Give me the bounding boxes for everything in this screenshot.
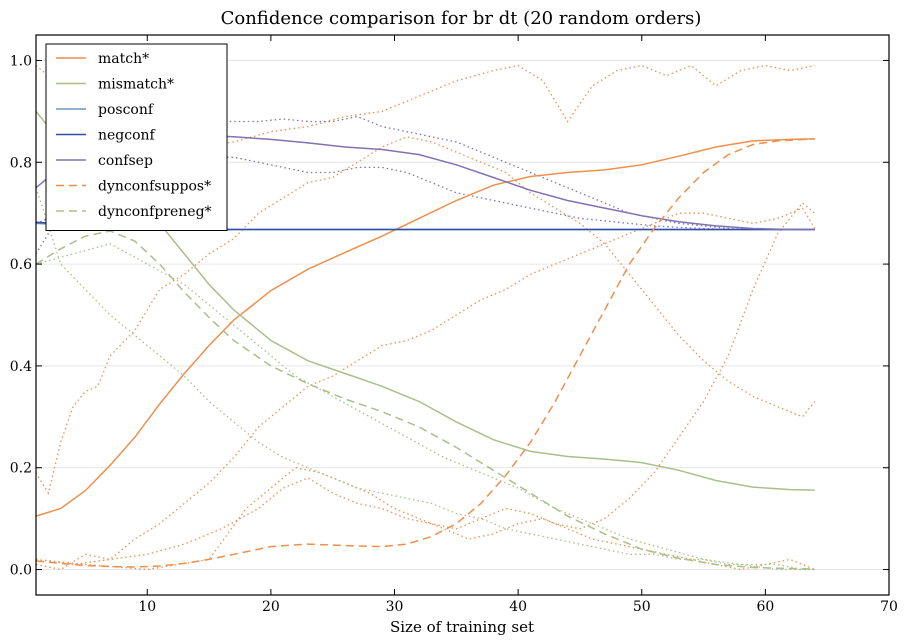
trace-line-dotted	[35, 187, 815, 571]
legend-label: confsep	[98, 153, 153, 169]
x-tick-label: 70	[880, 599, 898, 615]
legend-label: mismatch*	[98, 77, 174, 93]
trace-line-dotted	[35, 156, 815, 231]
chart-title: Confidence comparison for br dt (20 rand…	[221, 8, 702, 29]
x-tick-label: 30	[386, 599, 404, 615]
x-axis-label: Size of training set	[390, 618, 534, 636]
legend: match* mismatch* posconf negconf confsep dync…	[45, 43, 228, 231]
y-tick-label: 0.2	[10, 461, 32, 477]
y-tick-label: 0.6	[10, 257, 32, 273]
legend-label: negconf	[98, 128, 157, 144]
y-tick-label: 0.4	[10, 359, 32, 375]
legend-label: dynconfsuppos*	[98, 179, 211, 195]
y-tick-label: 0.0	[10, 563, 32, 579]
legend-label: posconf	[98, 102, 155, 118]
plot-frame	[35, 34, 890, 596]
x-tick-label: 40	[509, 599, 527, 615]
y-tick-label: 0.8	[10, 155, 32, 171]
x-tick-label: 50	[633, 599, 651, 615]
series-line-dynconfpreneg	[35, 230, 815, 570]
trace-line-dotted	[35, 467, 816, 571]
x-tick-label: 60	[756, 599, 774, 615]
legend-label: match*	[98, 51, 149, 67]
legend-label: dynconfpreneg*	[98, 204, 212, 220]
x-tick-label: 20	[262, 599, 280, 615]
series-line-match	[35, 138, 815, 517]
legend-box	[45, 43, 228, 231]
trace-line-dotted	[35, 202, 816, 566]
axis-ticks: 10 20 30 40 50 60 70 0.0 0.2 0.4 0.6 0.8 1.0	[10, 35, 898, 615]
trace-line-dotted	[35, 207, 816, 571]
x-tick-label: 10	[138, 599, 156, 615]
trace-line-dotted	[35, 243, 815, 571]
y-tick-label: 1.0	[10, 53, 32, 69]
series-line-dynconfsuppos	[35, 138, 815, 568]
